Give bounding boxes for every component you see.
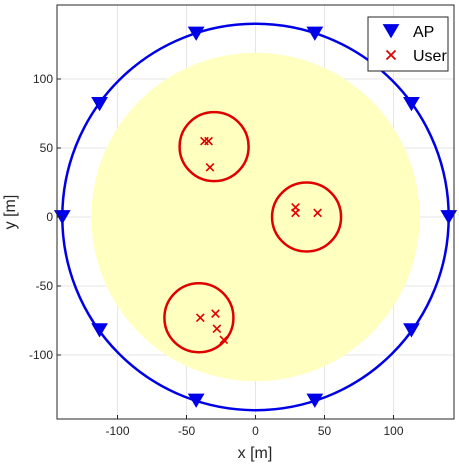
coverage-disk	[91, 52, 420, 382]
legend-ap-marker	[382, 24, 400, 39]
axis-ticks: -100 -50 0 50 100 -100 -50 0 50 100	[29, 72, 404, 438]
ap-marker	[306, 393, 324, 408]
ap-marker	[187, 26, 205, 41]
legend: AP User	[367, 16, 449, 72]
user-marker	[212, 324, 222, 334]
y-tick-label: 50	[40, 141, 54, 155]
x-tick-label: -100	[105, 424, 129, 438]
ap-marker	[91, 96, 108, 112]
ap-marker	[187, 393, 205, 408]
user-marker	[205, 162, 215, 172]
user-marker	[219, 335, 229, 345]
legend-box	[367, 16, 449, 72]
user-marker	[204, 136, 213, 146]
user-marker	[291, 208, 300, 218]
y-axis-title: y [m]	[2, 195, 19, 230]
ap-marker	[403, 96, 420, 112]
ap-marker	[403, 323, 420, 338]
legend-user-marker	[385, 49, 397, 61]
user-marker	[195, 313, 205, 323]
x-tick-label: -50	[178, 424, 196, 438]
ap-marker	[440, 210, 458, 225]
user-cluster-circle	[163, 281, 235, 354]
x-axis-title: x [m]	[238, 445, 273, 462]
x-tick-label: 50	[318, 424, 332, 438]
y-tick-label: -100	[29, 348, 53, 362]
plot-area	[53, 22, 458, 412]
legend-ap-label: AP	[413, 24, 434, 41]
ap-marker	[91, 323, 108, 338]
x-tick-label: 0	[252, 424, 259, 438]
x-tick-label: 100	[383, 424, 403, 438]
ap-marker	[306, 26, 324, 41]
y-tick-label: 0	[46, 210, 53, 224]
y-tick-label: 100	[33, 72, 53, 86]
legend-user-label: User	[413, 48, 447, 65]
user-cluster-circle	[178, 110, 250, 183]
user-marker	[313, 208, 322, 218]
user-marker	[211, 309, 220, 318]
y-tick-label: -50	[36, 279, 54, 293]
user-cluster-circle	[270, 181, 343, 253]
